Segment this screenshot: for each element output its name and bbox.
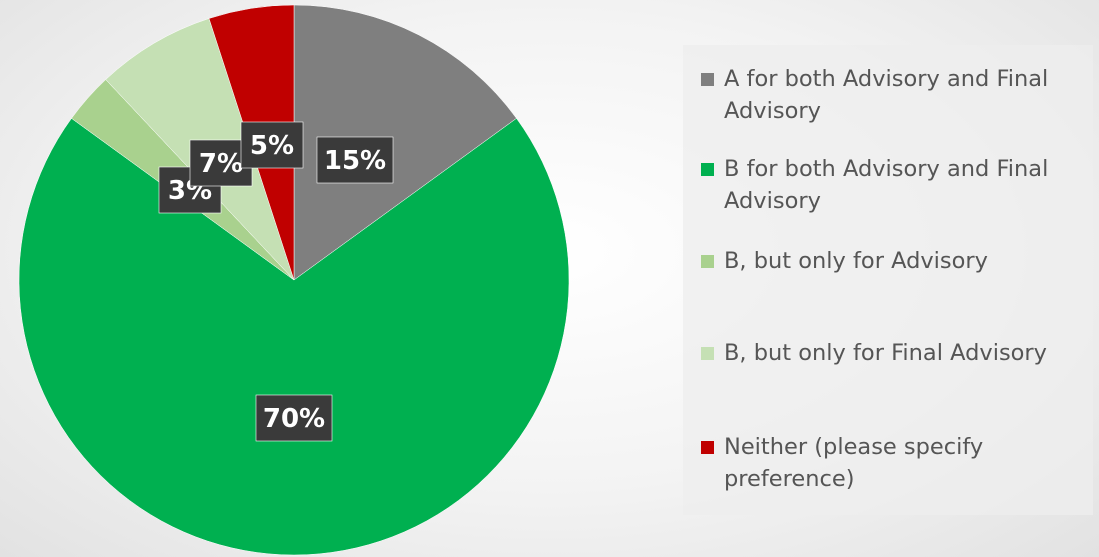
data-label-1: 15% [316, 136, 394, 184]
data-label-5: 5% [240, 121, 304, 169]
data-label-box [240, 121, 304, 169]
legend-label: B, but only for Advisory [724, 248, 988, 274]
legend-label: Neither (please specify preference) [724, 434, 984, 492]
pie-slice-2 [18, 118, 570, 556]
data-label-box [316, 136, 394, 184]
legend-item-1: A for both Advisory and Final Advisory [701, 63, 1086, 127]
legend-swatch [701, 73, 714, 86]
legend-item-3: B, but only for Advisory [701, 245, 1086, 277]
data-label-text: 7% [199, 149, 243, 179]
legend-label: B, but only for Final Advisory [724, 340, 1047, 366]
data-label-box [255, 394, 333, 442]
data-label-text: 15% [324, 146, 386, 176]
legend: A for both Advisory and Final Advisory B … [683, 45, 1093, 515]
pie-slice-1 [293, 4, 517, 281]
legend-item-4: B, but only for Final Advisory [701, 337, 1086, 369]
legend-item-2: B for both Advisory and Final Advisory [701, 153, 1086, 217]
legend-swatch [701, 163, 714, 176]
data-label-text: 5% [250, 131, 294, 161]
legend-swatch [701, 441, 714, 454]
legend-swatch [701, 347, 714, 360]
legend-item-5: Neither (please specify preference) [701, 431, 1086, 495]
data-label-text: 70% [263, 404, 325, 434]
legend-label: B for both Advisory and Final Advisory [724, 156, 1049, 214]
legend-swatch [701, 255, 714, 268]
legend-label: A for both Advisory and Final Advisory [724, 66, 1049, 124]
data-label-2: 70% [255, 394, 333, 442]
